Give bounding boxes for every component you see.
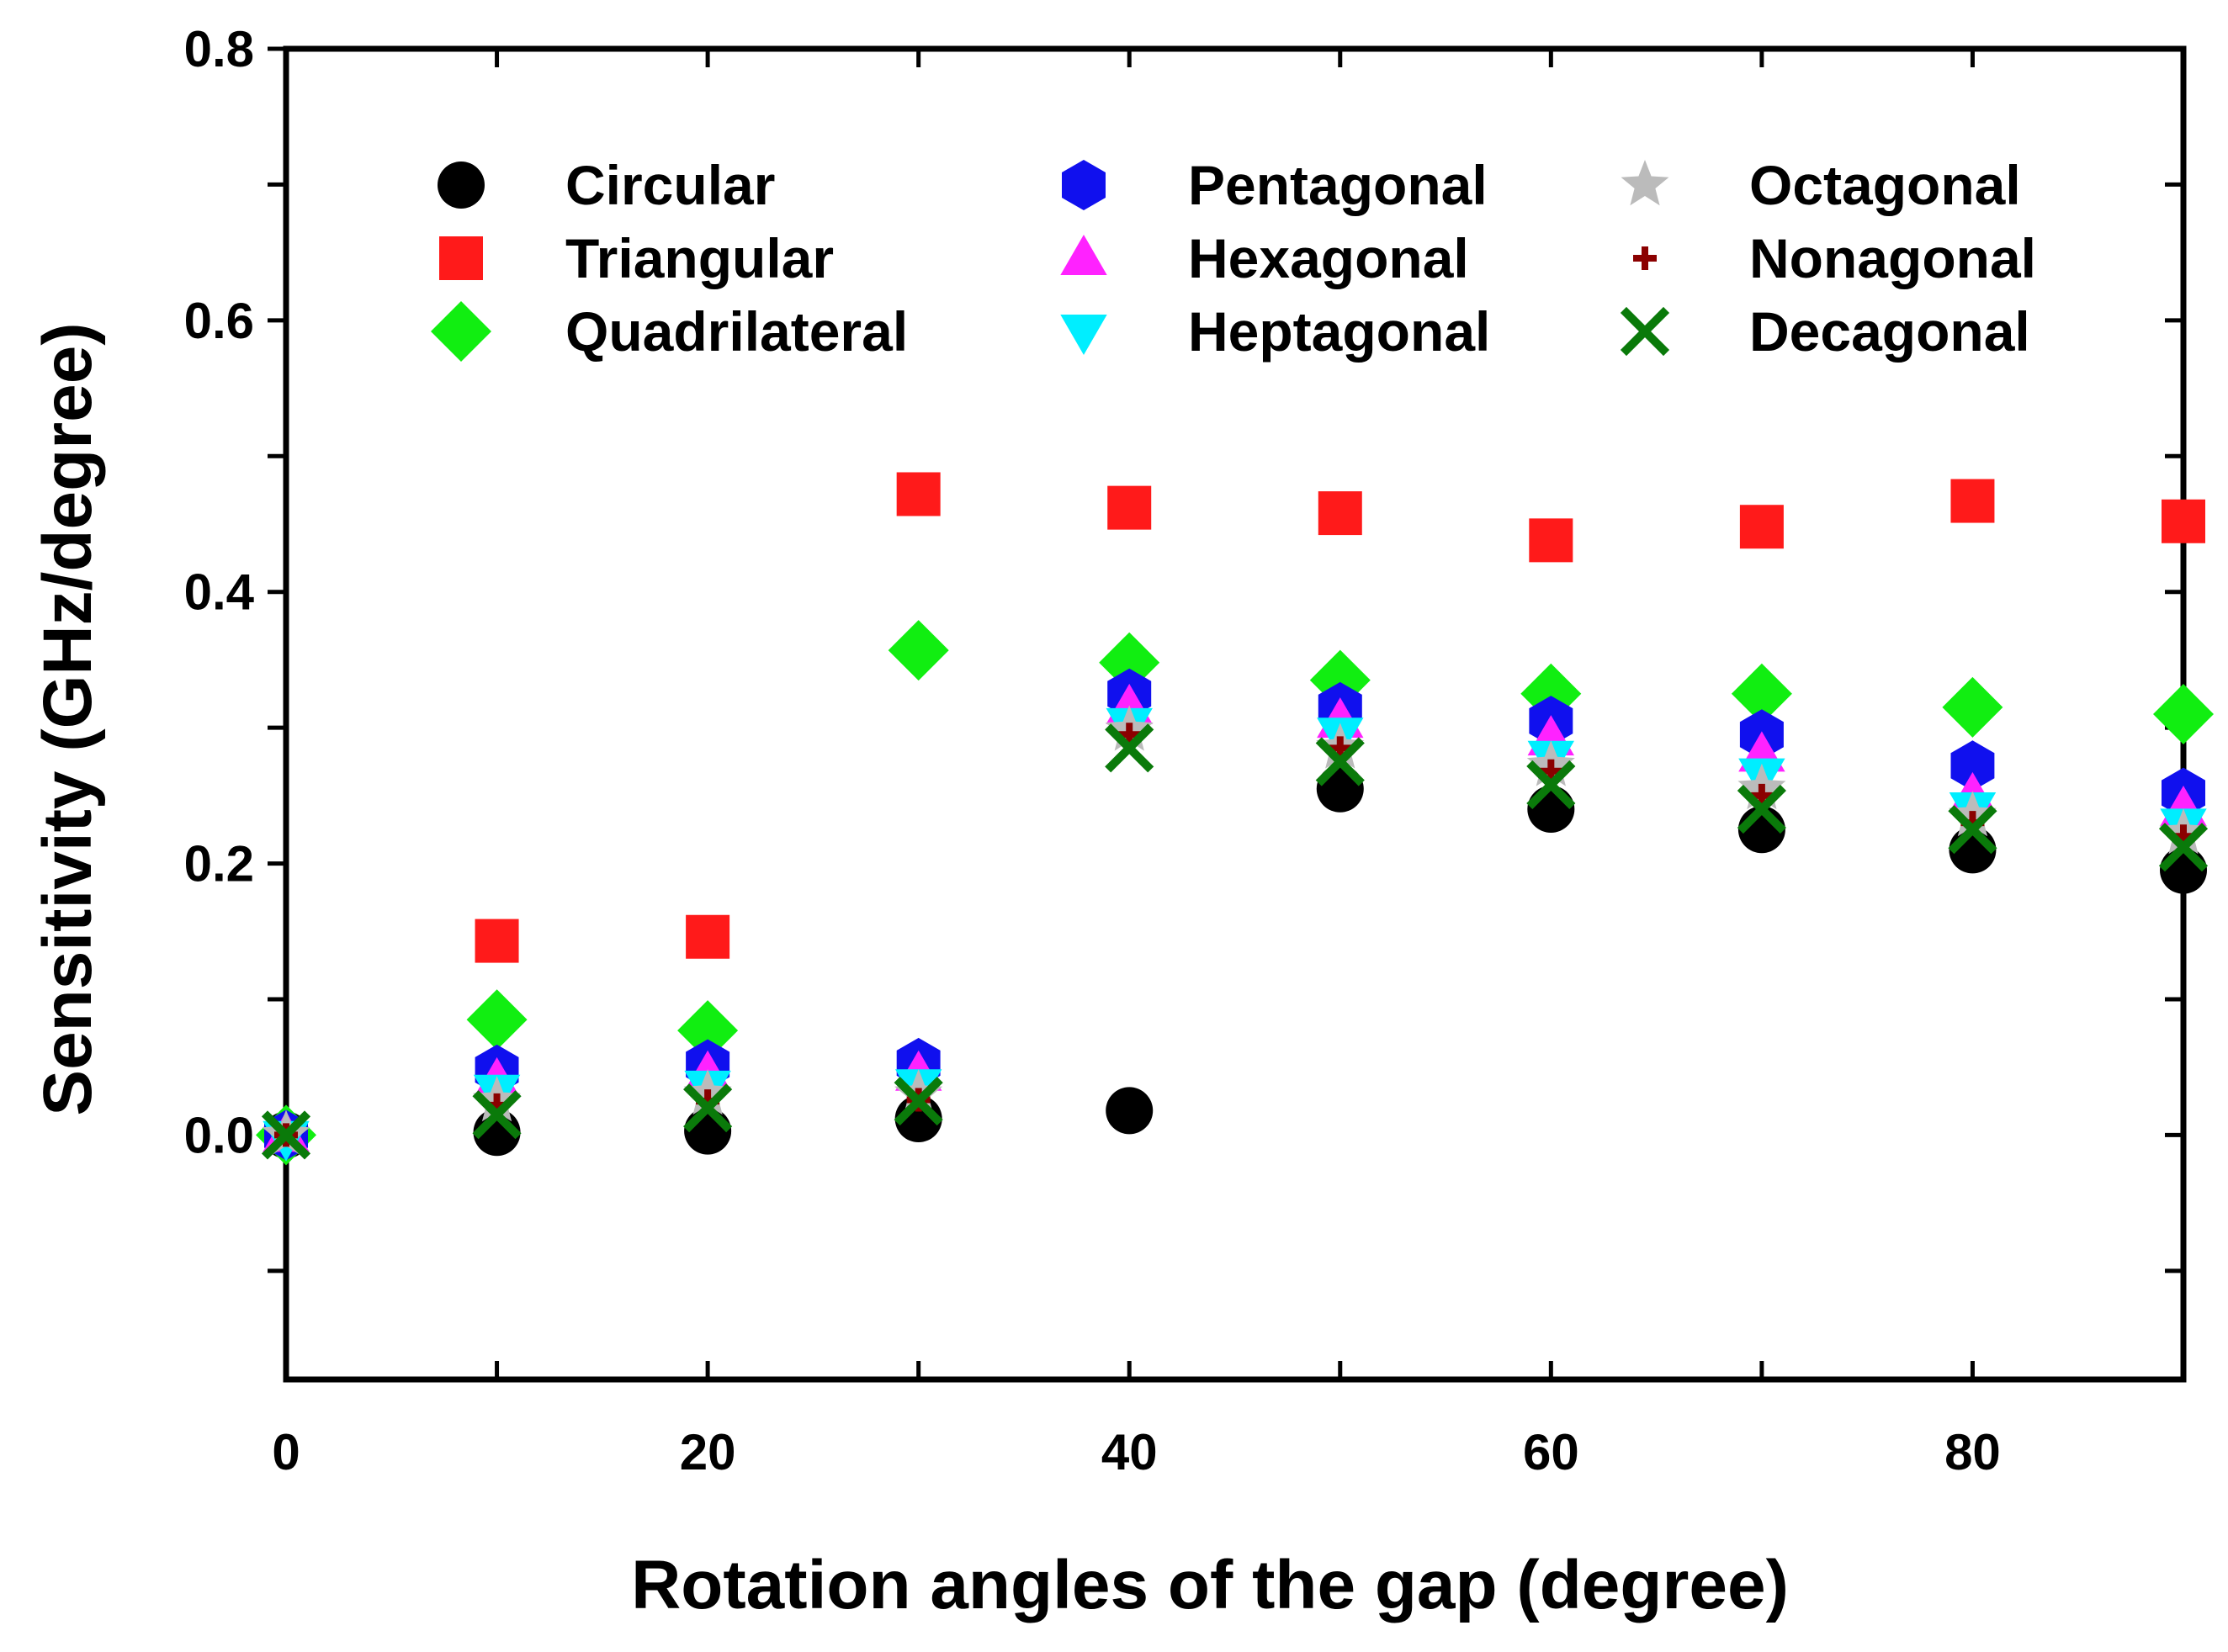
data-point — [894, 1076, 943, 1126]
legend-marker-icon — [431, 301, 491, 362]
data-point — [2162, 499, 2205, 543]
data-point — [1107, 485, 1152, 530]
data-point — [2160, 846, 2207, 894]
legend-marker-icon — [439, 236, 483, 280]
legend-marker-icon — [1060, 315, 1107, 355]
data-point — [2158, 823, 2209, 872]
legend-item-heptagonal: Heptagonal — [1060, 300, 1490, 363]
legend-label: Octagonal — [1749, 154, 2021, 216]
axes-layer: 0 20 40 60 80 0.0 0.2 0.4 0.6 0.8 — [184, 21, 2187, 1480]
y-tick-label: 0.0 — [184, 1107, 254, 1163]
data-point — [1318, 491, 1362, 536]
legend-marker-icon — [1062, 160, 1106, 210]
series-triangular — [475, 472, 2205, 963]
y-tick-label: 0.6 — [184, 293, 254, 349]
data-point — [2153, 684, 2214, 744]
legend-item-hexagonal: Hexagonal — [1060, 227, 1469, 289]
data-point — [466, 989, 528, 1051]
legend-item-decagonal: Decagonal — [1620, 300, 2030, 363]
series-hexagonal — [263, 683, 2207, 1152]
y-axis-title: Sensitivity (GHz/degree) — [29, 322, 106, 1115]
legend-label: Pentagonal — [1188, 154, 1488, 216]
series-decagonal — [261, 723, 2209, 1160]
y-tick-label: 0.8 — [184, 21, 254, 77]
y-tick-label: 0.4 — [184, 564, 255, 621]
legend-item-pentagonal: Pentagonal — [1062, 154, 1488, 216]
marks-layer — [256, 472, 2214, 1166]
data-point — [896, 472, 941, 516]
y-tick-label: 0.2 — [184, 836, 254, 892]
data-point — [1106, 1087, 1154, 1135]
data-point — [677, 1000, 739, 1062]
legend-marker-icon — [1060, 235, 1107, 275]
data-point — [1942, 676, 2003, 738]
data-point — [472, 1090, 522, 1140]
series-pentagonal — [264, 668, 2205, 1161]
legend-item-circular: Circular — [438, 154, 775, 216]
legend-layer: Circular Triangular Quadrilateral Pentagona… — [431, 154, 2036, 363]
series-nonagonal — [274, 723, 2195, 1147]
x-axis-title: Rotation angles of the gap (degree) — [631, 1547, 1789, 1623]
data-point — [1529, 518, 1573, 563]
data-point — [1948, 805, 1997, 855]
series-octagonal — [262, 705, 2208, 1156]
legend-label: Quadrilateral — [565, 300, 908, 363]
legend-label: Heptagonal — [1188, 300, 1490, 363]
series-quadrilateral — [256, 620, 2214, 1166]
legend-label: Nonagonal — [1749, 227, 2036, 289]
legend-marker-icon — [1620, 306, 1670, 357]
x-tick-label: 0 — [272, 1424, 300, 1480]
data-point — [888, 620, 949, 681]
series-circular — [263, 765, 2207, 1159]
legend-item-triangular: Triangular — [439, 227, 834, 289]
legend-item-nonagonal: Nonagonal — [1633, 227, 2036, 289]
x-tick-label: 20 — [680, 1424, 736, 1480]
legend-marker-icon — [1621, 160, 1669, 206]
legend-label: Hexagonal — [1188, 227, 1469, 289]
data-point — [475, 919, 519, 963]
data-point — [683, 1083, 733, 1133]
legend-label: Triangular — [565, 227, 834, 289]
legend-marker-icon — [438, 161, 485, 209]
data-point — [684, 1107, 732, 1155]
data-point — [1105, 723, 1154, 773]
data-point — [1950, 479, 1995, 523]
legend-marker-icon — [1633, 246, 1657, 270]
x-tick-label: 60 — [1523, 1424, 1579, 1480]
data-point — [1527, 786, 1575, 833]
legend-item-octagonal: Octagonal — [1621, 154, 2021, 216]
data-point — [1737, 784, 1786, 834]
legend-label: Decagonal — [1749, 300, 2030, 363]
data-point — [1731, 663, 1792, 724]
data-point — [1526, 760, 1576, 810]
x-tick-label: 40 — [1101, 1424, 1158, 1480]
data-point — [261, 1110, 311, 1160]
series-heptagonal — [263, 707, 2207, 1162]
data-point — [686, 914, 730, 959]
data-point — [1315, 737, 1365, 786]
legend-label: Circular — [565, 154, 775, 216]
legend-item-quadrilateral: Quadrilateral — [431, 300, 908, 363]
data-point — [1950, 740, 1995, 792]
x-tick-label: 80 — [1944, 1424, 2001, 1480]
data-point — [1739, 505, 1784, 549]
